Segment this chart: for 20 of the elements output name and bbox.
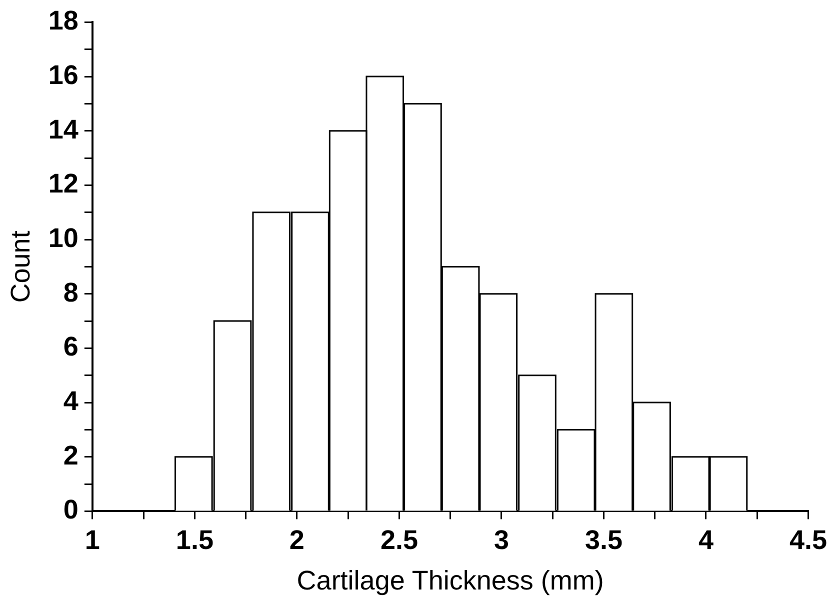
x-tick-label: 2.5 — [380, 524, 418, 555]
y-tick-label: 12 — [48, 168, 78, 199]
x-tick-label: 4.5 — [789, 524, 828, 555]
y-tick-label: 6 — [63, 332, 78, 362]
x-tick-label: 1 — [84, 524, 100, 555]
x-tick-label: 3.5 — [584, 524, 622, 555]
x-tick-label: 3 — [494, 524, 509, 555]
x-tick-label: 4 — [698, 524, 714, 555]
y-tick-label: 10 — [48, 222, 78, 253]
x-tick-label: 1.5 — [176, 524, 214, 555]
y-tick-label: 18 — [48, 6, 78, 36]
x-tick-label: 2 — [289, 524, 304, 555]
y-tick-label: 2 — [63, 440, 78, 470]
y-tick-label: 8 — [63, 277, 78, 308]
y-axis-title: Count — [6, 230, 36, 303]
y-tick-label: 16 — [48, 60, 78, 90]
y-tick-label: 0 — [63, 494, 78, 525]
y-tick-label: 4 — [63, 386, 78, 416]
x-axis-title: Cartilage Thickness (mm) — [296, 565, 604, 596]
y-tick-label: 14 — [48, 114, 78, 144]
